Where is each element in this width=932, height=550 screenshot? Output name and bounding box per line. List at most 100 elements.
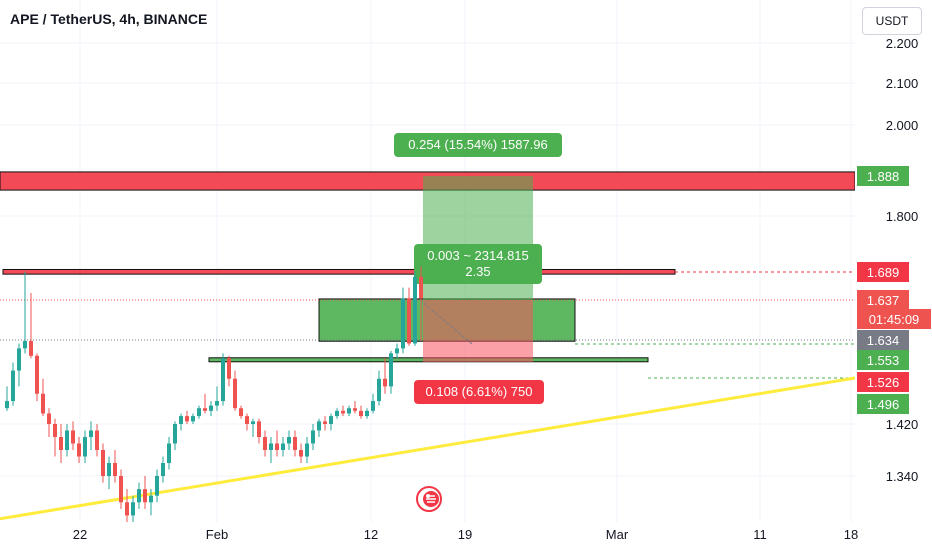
position-center-label-text-0: 0.003 ~ 2314.815 — [427, 248, 529, 263]
candle-body — [143, 489, 147, 503]
price-label-7: 1.496 — [867, 397, 900, 412]
candle-body — [221, 358, 225, 402]
candle-body — [47, 413, 51, 424]
candle-body — [203, 408, 207, 411]
y-tick-0: 2.200 — [886, 36, 919, 51]
candle-body — [419, 276, 423, 299]
tradingview-badge-icon — [416, 486, 442, 512]
candle-body — [359, 410, 363, 417]
candle-body — [77, 443, 81, 457]
candle-body — [275, 443, 279, 450]
price-label-bg-0 — [857, 166, 909, 186]
candle-body — [305, 443, 309, 457]
price-label-6: 1.526 — [867, 375, 900, 390]
candle-body — [371, 401, 375, 411]
candle-body — [173, 424, 177, 444]
price-label-bg-5 — [857, 350, 909, 370]
candle-body — [167, 443, 171, 463]
candle-body — [185, 416, 189, 422]
x-tick-0: 22 — [73, 527, 87, 542]
candle-body — [263, 437, 267, 450]
candle-body — [95, 430, 99, 450]
time-axis: 22 Feb 12 19 Mar 11 18 — [0, 522, 932, 550]
time-axis-bg — [0, 522, 932, 550]
y-tick-3: 1.800 — [886, 209, 919, 224]
candle-body — [65, 430, 69, 450]
candle-body — [53, 424, 57, 437]
position-center-label-bg — [414, 244, 542, 284]
candle-body — [269, 443, 273, 450]
long-position-layer: 0.254 (15.54%) 1587.96 0.003 ~ 2314.8152.… — [394, 133, 562, 404]
price-label-0: 1.888 — [867, 169, 900, 184]
candle-body — [413, 276, 417, 344]
price-label-3: 01:45:09 — [869, 312, 920, 327]
candle-body — [119, 476, 123, 503]
candle-body — [191, 416, 195, 422]
candle-body — [17, 348, 21, 371]
price-label-1: 1.689 — [867, 265, 900, 280]
candlestick-layer — [5, 266, 423, 522]
stop-label: 0.108 (6.61%) 750 — [414, 380, 544, 404]
x-tick-1: Feb — [206, 527, 228, 542]
candle-body — [5, 401, 9, 409]
candle-body — [341, 410, 345, 414]
trendline-layer — [0, 376, 856, 521]
target-label: 0.254 (15.54%) 1587.96 — [394, 133, 562, 157]
candle-body — [251, 421, 255, 424]
candle-body — [401, 298, 405, 349]
zone-resistance-mid — [2, 268, 676, 275]
candle-body — [365, 410, 369, 417]
candle-body — [233, 378, 237, 409]
candle-body — [23, 340, 27, 349]
y-tick-5: 1.340 — [886, 469, 919, 484]
price-label-bg-3 — [857, 309, 931, 329]
candle-body — [209, 405, 213, 411]
candle-body — [407, 298, 411, 344]
candle-body — [107, 463, 111, 476]
candle-body — [89, 430, 93, 437]
x-tick-2: 12 — [364, 527, 378, 542]
candle-body — [389, 353, 393, 387]
stop-label-text-0: 0.108 (6.61%) 750 — [426, 384, 533, 399]
position-center-label-text-1: 2.35 — [465, 264, 490, 279]
price-label-5: 1.553 — [867, 353, 900, 368]
candle-body — [161, 463, 165, 476]
position-path — [419, 299, 473, 345]
candle-body — [353, 408, 357, 411]
price-label-bg-1 — [857, 262, 909, 282]
candle-body — [347, 408, 351, 414]
candle-body — [377, 378, 381, 402]
candle-body — [71, 430, 75, 444]
candle-body — [317, 421, 321, 431]
candle-body — [29, 340, 33, 356]
x-tick-6: 18 — [844, 527, 858, 542]
x-tick-5: 11 — [753, 527, 767, 542]
x-tick-4: Mar — [606, 527, 629, 542]
candle-body — [395, 348, 399, 354]
candle-body — [383, 378, 387, 387]
candle-body — [329, 416, 333, 424]
candle-body — [155, 476, 159, 496]
currency-button[interactable]: USDT — [862, 7, 922, 35]
candle-body — [149, 495, 153, 503]
stop-label-bg — [414, 380, 544, 404]
chart-title: APE / TetherUS, 4h, BINANCE — [10, 11, 208, 27]
candle-body — [239, 408, 243, 417]
price-label-bg-6 — [857, 372, 909, 392]
loss-zone — [423, 300, 533, 362]
candle-body — [35, 355, 39, 394]
candle-body — [131, 502, 135, 516]
target-label-bg — [394, 133, 562, 157]
price-label-bg-7 — [857, 394, 909, 414]
candle-body — [11, 370, 15, 402]
candle-body — [299, 450, 303, 457]
candle-body — [215, 401, 219, 406]
candle-body — [179, 416, 183, 424]
candle-body — [41, 393, 45, 414]
price-label-4: 1.634 — [867, 333, 900, 348]
candle-body — [257, 421, 261, 437]
candle-body — [125, 502, 129, 516]
candle-body — [83, 437, 87, 457]
